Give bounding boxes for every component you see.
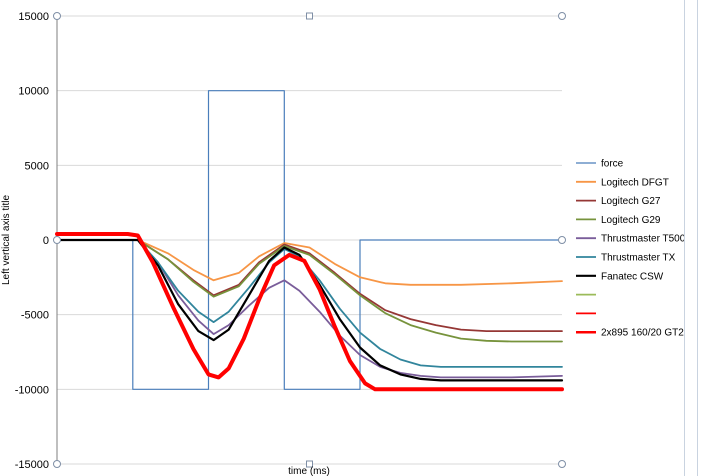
legend-label: force — [601, 159, 624, 170]
legend: force Logitech DFGT Logitech G27 Logitech G… — [576, 159, 686, 339]
legend-label: Fanatec CSW — [601, 271, 664, 282]
resize-handle[interactable] — [306, 460, 313, 468]
series-line-1 — [56, 239, 563, 286]
series-lines — [55, 90, 564, 392]
series-line-4 — [56, 239, 563, 379]
legend-label: Logitech G29 — [601, 215, 661, 226]
series-line-0 — [56, 90, 563, 390]
legend-label: Logitech G27 — [601, 196, 661, 207]
selection-handles[interactable] — [53, 12, 566, 468]
resize-handle[interactable] — [53, 12, 61, 20]
resize-handle[interactable] — [53, 460, 61, 468]
y-tick-label: 10000 — [18, 86, 49, 98]
series-line-9 — [55, 232, 564, 392]
legend-label: Thrustmaster TX — [601, 253, 676, 264]
series-line-6 — [55, 238, 564, 382]
resize-handle[interactable] — [558, 12, 566, 20]
legend-label: 2x895 160/20 GT2 — [601, 328, 684, 339]
window-edge-strip — [684, 0, 685, 476]
y-tick-labels: 15000 10000 5000 0 -5000 -10000 -15000 — [15, 11, 49, 471]
y-tick-label: -10000 — [15, 384, 49, 396]
resize-handle[interactable] — [558, 236, 566, 244]
y-tick-label: 0 — [43, 235, 49, 247]
series-line-3 — [56, 239, 563, 343]
resize-handle[interactable] — [558, 460, 566, 468]
y-tick-label: -5000 — [21, 310, 49, 322]
resize-handle[interactable] — [306, 12, 313, 20]
window-edge-strip — [697, 0, 698, 476]
y-tick-label: 15000 — [18, 11, 49, 23]
y-tick-label: -15000 — [15, 459, 49, 471]
y-tick-label: 5000 — [25, 160, 49, 172]
legend-label: Thrustmaster T500 — [601, 234, 686, 245]
legend-label: Logitech DFGT — [601, 177, 669, 188]
resize-handle[interactable] — [53, 236, 61, 244]
series-line-2 — [56, 239, 563, 333]
x-axis-title: time (ms) — [288, 466, 330, 476]
y-axis-title: Left vertical axis title — [1, 195, 12, 285]
